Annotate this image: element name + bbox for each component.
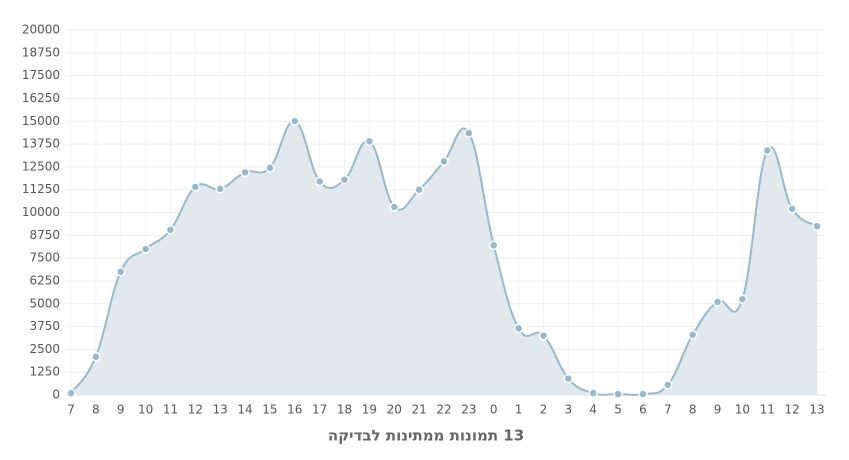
x-tick-label: 9 — [714, 403, 722, 417]
point — [115, 267, 126, 277]
y-tick-label: 1250 — [29, 365, 60, 379]
x-tick-label: 8 — [689, 403, 697, 417]
x-tick-label: 12 — [188, 403, 203, 417]
y-tick-label: 8750 — [29, 228, 60, 242]
point — [638, 389, 648, 399]
point — [190, 182, 201, 192]
y-tick-label: 17500 — [22, 68, 60, 82]
x-tick-label: 17 — [312, 403, 327, 417]
x-tick-label: 22 — [436, 403, 451, 417]
point — [339, 174, 350, 185]
point — [240, 167, 250, 178]
x-tick-label: 3 — [565, 403, 573, 417]
x-tick-label: 7 — [664, 403, 672, 417]
area — [71, 121, 817, 396]
x-tick-label: 11 — [163, 403, 178, 417]
x-tick-label: 8 — [92, 403, 100, 417]
point — [414, 184, 424, 195]
x-tick-label: 20 — [387, 403, 402, 417]
x-tick-label: 23 — [461, 403, 476, 417]
point — [314, 176, 325, 187]
x-tick-label: 0 — [490, 403, 498, 417]
point — [712, 297, 723, 307]
y-tick-label: 16250 — [22, 91, 60, 105]
point — [290, 116, 300, 126]
point — [538, 330, 549, 341]
point — [663, 380, 673, 390]
point — [66, 388, 76, 398]
point — [563, 373, 574, 384]
x-tick-label: 21 — [411, 403, 426, 417]
x-tick-label: 15 — [262, 403, 277, 417]
x-tick-label: 11 — [760, 403, 775, 417]
x-tick-label: 9 — [117, 403, 125, 417]
x-tick-label: 18 — [337, 403, 352, 417]
point — [687, 330, 698, 340]
y-tick-label: 15000 — [22, 114, 60, 128]
point — [165, 225, 176, 235]
x-tick-label: 10 — [138, 403, 153, 417]
y-tick-label: 13750 — [22, 137, 60, 151]
y-tick-label: 12500 — [22, 159, 60, 173]
x-tick-label: 10 — [735, 403, 750, 417]
x-tick-label: 7 — [67, 403, 75, 417]
point — [140, 244, 151, 254]
x-tick-label: 13 — [809, 403, 824, 417]
y-tick-label: 11250 — [22, 182, 60, 196]
y-tick-label: 3750 — [29, 319, 60, 333]
point — [439, 156, 449, 167]
y-tick-label: 10000 — [22, 205, 60, 219]
x-tick-label: 5 — [614, 403, 622, 417]
point — [488, 240, 499, 251]
x-tick-label: 12 — [784, 403, 799, 417]
x-tick-label: 16 — [287, 403, 302, 417]
x-tick-label: 13 — [213, 403, 228, 417]
y-tick-label: 5000 — [29, 296, 60, 310]
point — [812, 221, 822, 231]
point — [787, 204, 797, 214]
point — [588, 388, 598, 398]
x-tick-label: 14 — [237, 403, 252, 417]
y-tick-label: 18750 — [22, 45, 60, 59]
x-tick-label: 2 — [540, 403, 548, 417]
x-tick-label: 1 — [515, 403, 523, 417]
point — [613, 389, 623, 399]
x-tick-label: 4 — [589, 403, 597, 417]
x-tick-label: 19 — [362, 403, 377, 417]
point — [737, 294, 748, 304]
x-tick-label: 6 — [639, 403, 647, 417]
point — [265, 163, 275, 173]
y-tick-label: 6250 — [29, 273, 60, 287]
y-tick-label: 7500 — [29, 251, 60, 265]
point — [215, 184, 225, 194]
y-tick-label: 2500 — [29, 342, 60, 356]
point — [389, 202, 400, 212]
point — [762, 145, 773, 156]
chart-title: 13 תמונות ממתינות לבדיקה — [328, 427, 524, 445]
y-tick-label: 0 — [52, 388, 60, 402]
point — [464, 128, 474, 138]
point — [364, 136, 375, 147]
point — [91, 351, 101, 362]
point — [513, 323, 524, 334]
y-tick-label: 20000 — [22, 23, 60, 37]
